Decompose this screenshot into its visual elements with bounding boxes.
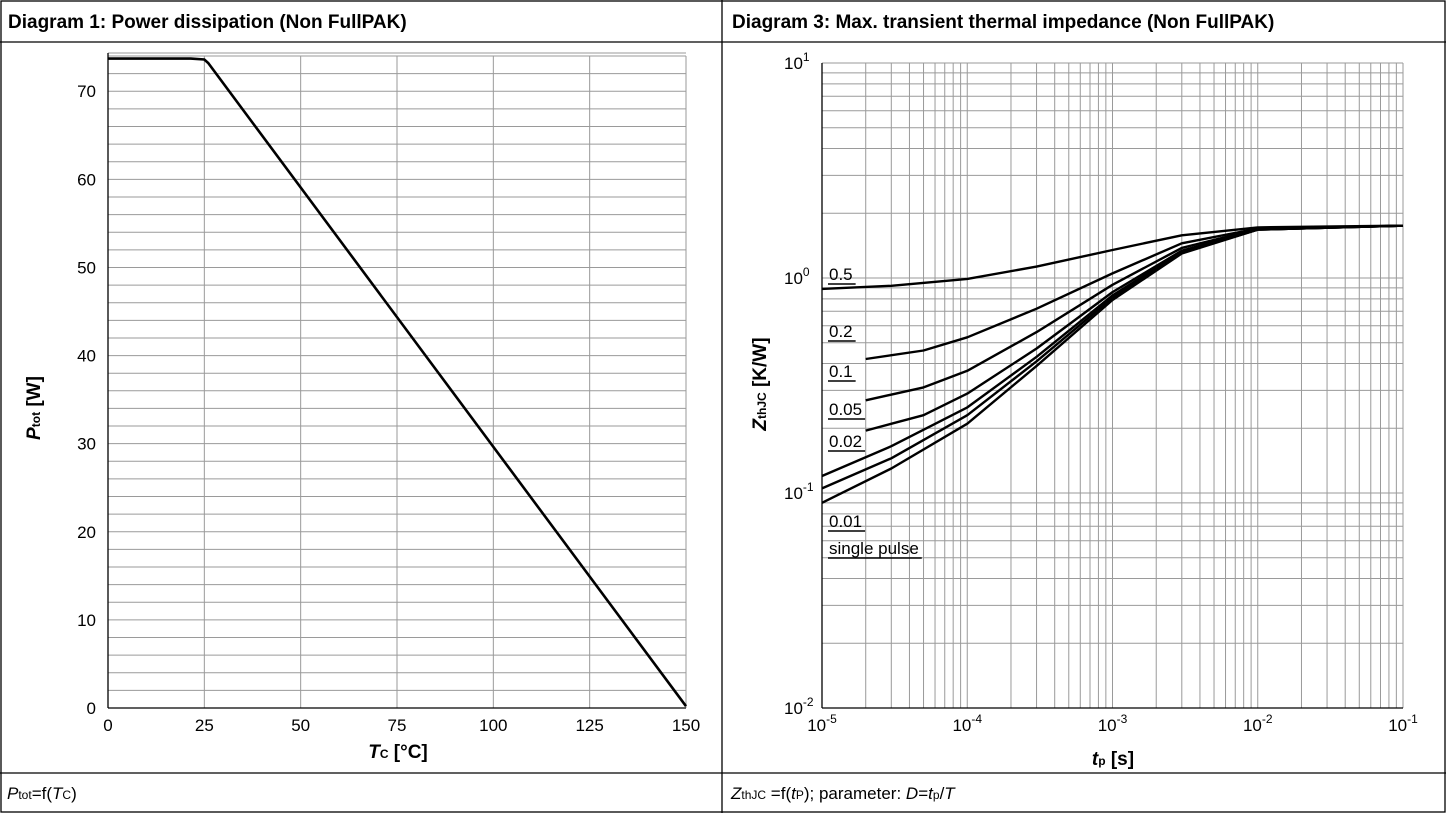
chart2-y-tick-label: 101	[784, 50, 810, 73]
chart2-y-axis-label: ZthJC [K/W]	[750, 337, 771, 431]
chart2-series-line	[865, 224, 1404, 432]
chart2-x-tick-label: 10-3	[1098, 712, 1128, 735]
chart2-series-label: 0.05	[829, 400, 862, 419]
chart1-y-axis-label: Ptot [W]	[24, 376, 45, 440]
chart1-plot-frame	[107, 53, 686, 709]
chart1-series	[108, 57, 688, 707]
chart2-x-tick-label: 10-1	[1388, 712, 1418, 735]
chart2-plot-frame	[821, 63, 1403, 709]
chart1-tick-labels: 0 25 50 75 100 125 150 0 10 20 30 40 50 60 70	[77, 82, 700, 735]
chart1-y-tick-label: 70	[77, 82, 96, 101]
chart1-y-tick-label: 20	[77, 523, 96, 542]
chart1-grid	[107, 52, 687, 709]
chart2-x-tick-label: 10-2	[1243, 712, 1273, 735]
chart2-series-line	[821, 224, 1404, 291]
chart2-grid	[821, 62, 1404, 709]
chart2-y-tick-label: 10-1	[784, 480, 814, 503]
chart2-x-axis-label: tp [s]	[1092, 749, 1134, 770]
chart2-x-tick-label: 10-4	[952, 712, 982, 735]
chart1-y-tick-label: 50	[77, 258, 96, 277]
chart1-x-tick-label: 125	[575, 716, 603, 735]
chart2-series-label: 0.2	[829, 322, 853, 341]
chart1-y-tick-label: 60	[77, 170, 96, 189]
chart2-series	[821, 224, 1404, 504]
right-panel-title: Diagram 3: Max. transient thermal impeda…	[732, 12, 1274, 33]
chart2-series-line	[821, 224, 1404, 504]
left-panel-caption: Ptot=f(TC)	[7, 784, 77, 803]
chart1-x-tick-label: 100	[479, 716, 507, 735]
chart1-x-tick-label: 0	[103, 716, 112, 735]
chart2-series-label: 0.5	[829, 265, 853, 284]
chart2-series-label: single pulse	[829, 539, 919, 558]
right-panel-caption: ZthJC =f(tP); parameter: D=tp/T	[730, 784, 956, 803]
chart1-x-tick-label: 25	[195, 716, 214, 735]
chart1-y-tick-label: 0	[87, 699, 96, 718]
chart1-y-tick-label: 40	[77, 347, 96, 366]
chart2-series-label: 0.1	[829, 362, 853, 381]
chart1-x-axis-label: TC [°C]	[368, 742, 428, 763]
chart2-series-line	[865, 224, 1404, 402]
chart2-y-tick-label: 100	[784, 265, 810, 288]
chart2-x-tick-label: 10-5	[807, 712, 837, 735]
chart2-y-tick-label: 10-2	[784, 695, 814, 718]
chart1-y-tick-label: 10	[77, 611, 96, 630]
chart2-series-labels: 0.5 0.2 0.1 0.05 0.02 0.01 single pulse	[828, 265, 922, 559]
chart1-y-tick-label: 30	[77, 435, 96, 454]
chart1-power-curve	[108, 57, 688, 707]
chart2-series-label: 0.02	[829, 432, 862, 451]
left-panel-title: Diagram 1: Power dissipation (Non FullPA…	[8, 12, 407, 33]
chart2-series-label: 0.01	[829, 512, 862, 531]
chart1-x-tick-label: 150	[672, 716, 700, 735]
chart2-tick-labels: 10-5 10-4 10-3 10-2 10-1 10-2 10-1 100 101	[784, 50, 1418, 735]
chart1-x-tick-label: 50	[291, 716, 310, 735]
chart1-x-tick-label: 75	[388, 716, 407, 735]
